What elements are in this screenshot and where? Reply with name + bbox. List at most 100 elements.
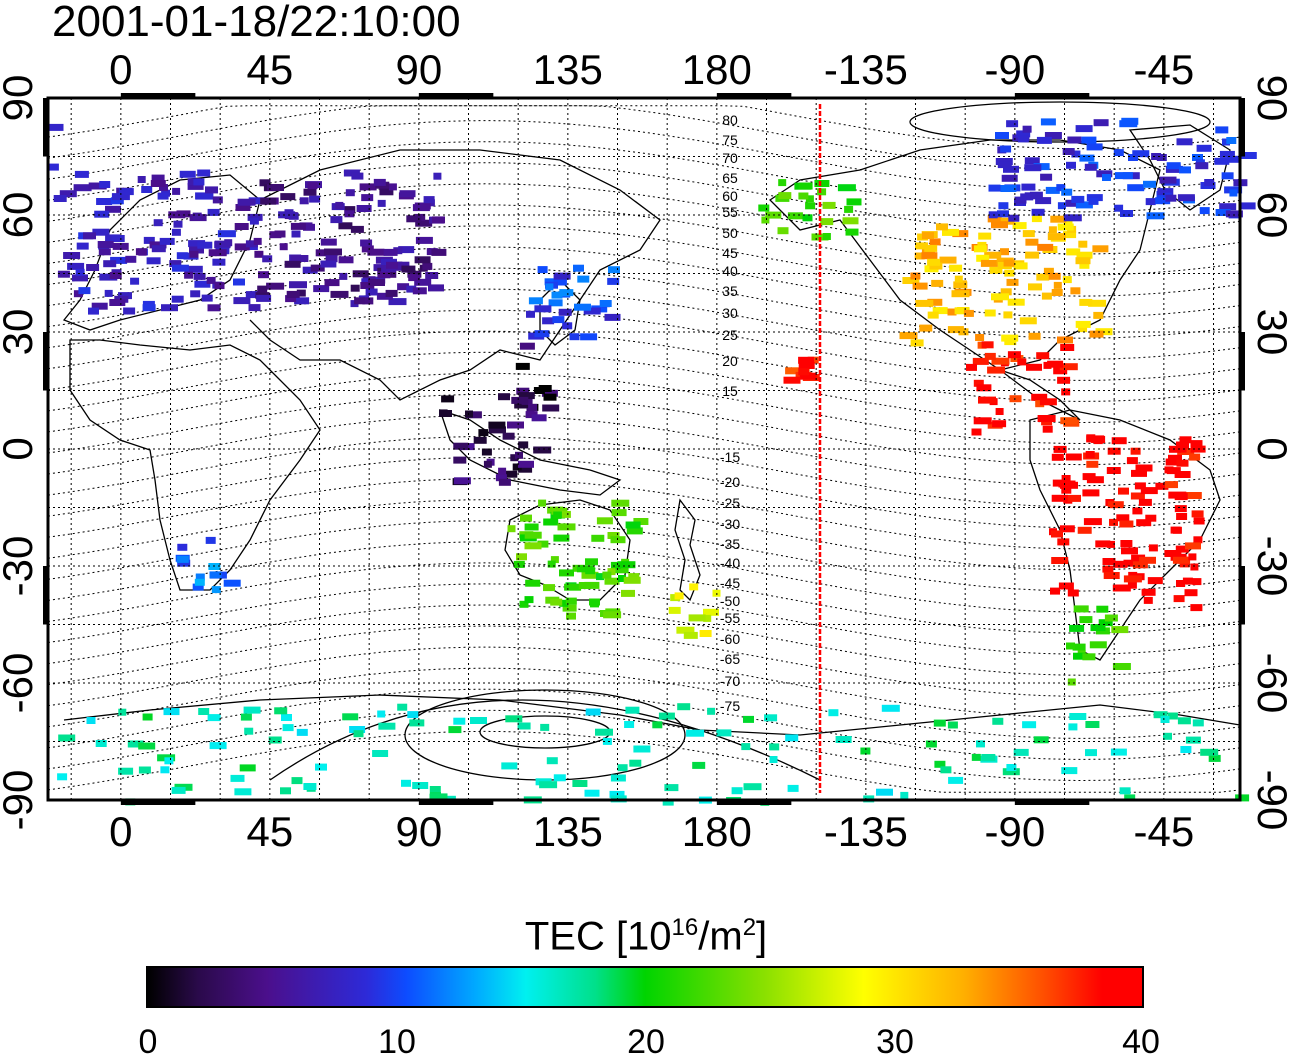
lat-tick-right: -60 (1249, 653, 1292, 714)
tec-cell (741, 743, 751, 751)
tec-cell (991, 221, 1008, 229)
tec-cell (595, 728, 613, 736)
colorbar-title: TEC [1016/m2] (0, 904, 1292, 960)
tec-cell (1239, 202, 1256, 210)
tec-cell (441, 395, 455, 403)
tec-cell (388, 298, 407, 306)
tec-cell (248, 197, 265, 205)
tec-cell (338, 222, 353, 230)
tec-cell (553, 511, 566, 519)
tec-cell (453, 456, 467, 464)
tec-cell (76, 242, 89, 250)
tec-cell (524, 531, 542, 539)
tec-cell (1066, 248, 1081, 256)
magnetic-contour (47, 309, 1241, 381)
tec-cell (1017, 135, 1029, 143)
tec-cell (118, 708, 127, 716)
tec-cell (257, 285, 268, 293)
tec-cell (1145, 198, 1156, 206)
tec-cell (1082, 489, 1100, 497)
tec-cell (1062, 276, 1072, 284)
tec-cell (921, 252, 938, 260)
magnetic-contour (47, 709, 1241, 782)
contour-label: 50 (722, 225, 738, 241)
tec-cell (351, 172, 364, 180)
tec-cell (412, 782, 429, 789)
tec-cell (798, 182, 813, 190)
tec-cell (280, 193, 296, 201)
colorbar-tick-1: 10 (378, 1023, 416, 1061)
tec-cell (1060, 344, 1075, 351)
tec-cell (1047, 233, 1066, 241)
tec-cell (1093, 119, 1109, 127)
lon-tick-bottom: 180 (682, 808, 752, 855)
lat-tick-right: 90 (1249, 75, 1292, 122)
tec-cell (149, 241, 167, 249)
tec-cell (325, 255, 338, 263)
tec-cell (1070, 287, 1081, 295)
tec-cell (540, 723, 550, 731)
tec-cell (1130, 492, 1145, 500)
tec-cell (284, 209, 294, 217)
tec-cell (1130, 447, 1141, 455)
tec-cell (783, 376, 801, 384)
tec-cell (310, 264, 325, 272)
tec-cell (584, 789, 600, 797)
contour-label: 40 (722, 263, 738, 279)
tec-cell (344, 206, 356, 214)
tec-cell (208, 249, 227, 257)
tec-cell (1022, 125, 1032, 133)
tec-cell (1060, 481, 1078, 489)
tec-cell (1017, 358, 1027, 366)
tec-cell (1075, 320, 1091, 328)
tec-cell (1185, 542, 1201, 550)
tec-cell (184, 271, 194, 279)
tec-cell (1176, 580, 1185, 587)
tec-cell (104, 289, 113, 297)
tec-cell (98, 248, 111, 256)
tec-cell (1079, 298, 1093, 306)
tec-cell (1179, 436, 1192, 444)
tec-cell (954, 307, 970, 315)
tec-cell (590, 600, 599, 608)
lon-tick-top: 45 (246, 46, 293, 93)
tec-cell (948, 776, 964, 784)
tec-cell (538, 385, 552, 392)
tec-cell (362, 297, 374, 305)
tec-cell (1147, 577, 1163, 585)
tec-cell (48, 163, 59, 171)
tec-cell (262, 255, 273, 263)
magnetic-contour (47, 625, 1241, 697)
tec-cell (1036, 352, 1050, 360)
tec-cell (562, 322, 573, 330)
tec-cell (240, 713, 252, 721)
tec-cell (299, 222, 313, 230)
magnetic-contour (47, 288, 1241, 360)
tec-cell (313, 285, 330, 293)
tec-cell (501, 762, 518, 770)
tec-cell (214, 240, 231, 248)
tec-cell (940, 766, 952, 774)
contour-label: 45 (722, 245, 738, 261)
tec-cell (1167, 712, 1178, 720)
tec-cell (360, 282, 375, 289)
tec-cell (243, 706, 261, 714)
tec-cell (802, 214, 813, 222)
tec-cell (699, 630, 712, 637)
map-frame (46, 96, 1242, 802)
tec-cell (995, 408, 1004, 415)
tec-cell (785, 367, 800, 375)
tec-cell (1036, 273, 1050, 281)
tec-cell (1063, 214, 1082, 222)
tec-cell (1002, 768, 1020, 776)
tec-cell (534, 305, 552, 313)
frame-bar-bottom (716, 800, 792, 805)
tec-cell (947, 326, 964, 334)
tec-cell (910, 339, 924, 347)
contour-label: -15 (720, 449, 740, 465)
tec-cell (602, 571, 612, 579)
tec-cell (1124, 794, 1136, 802)
tec-cell (1061, 767, 1078, 775)
tec-cell (518, 441, 529, 449)
tec-cell (845, 228, 859, 236)
